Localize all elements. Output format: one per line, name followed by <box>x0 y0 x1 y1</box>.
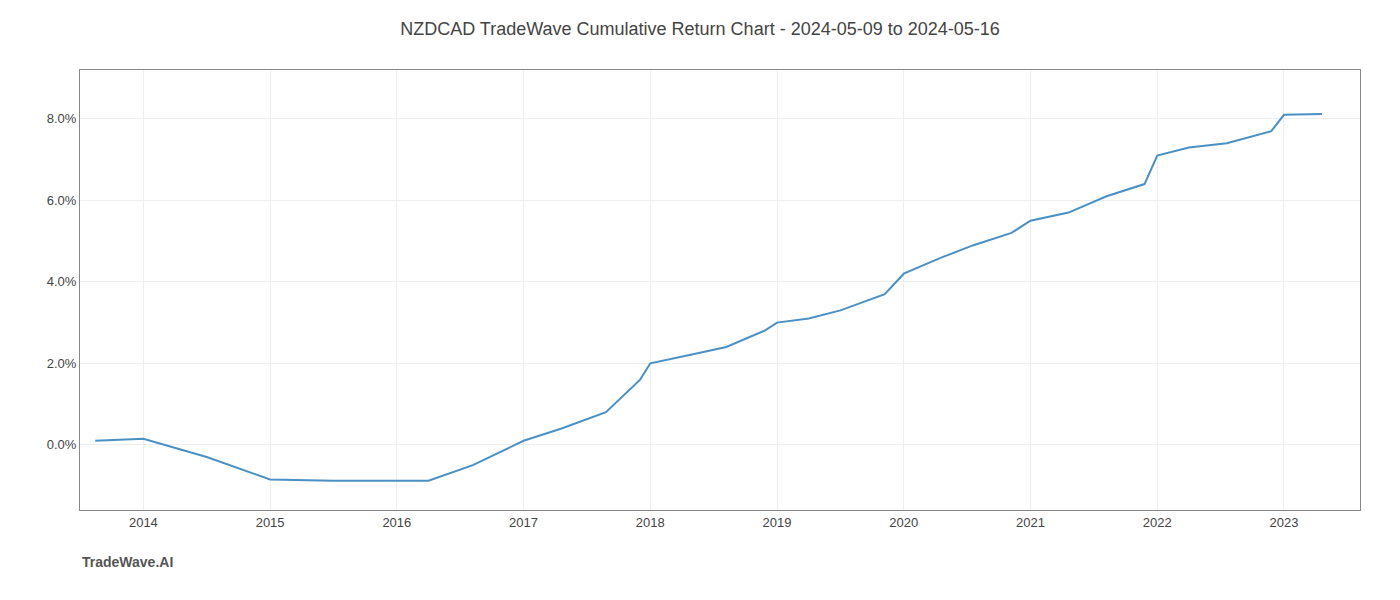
svg-text:6.0%: 6.0% <box>47 193 77 208</box>
svg-text:8.0%: 8.0% <box>47 111 77 126</box>
svg-text:2022: 2022 <box>1143 515 1172 530</box>
svg-text:2021: 2021 <box>1016 515 1045 530</box>
svg-text:4.0%: 4.0% <box>47 274 77 289</box>
svg-text:2020: 2020 <box>889 515 918 530</box>
svg-text:2018: 2018 <box>636 515 665 530</box>
svg-text:2017: 2017 <box>509 515 538 530</box>
svg-text:2014: 2014 <box>129 515 158 530</box>
svg-text:NZDCAD TradeWave Cumulative Re: NZDCAD TradeWave Cumulative Return Chart… <box>400 19 1000 39</box>
svg-text:2016: 2016 <box>382 515 411 530</box>
svg-text:TradeWave.AI: TradeWave.AI <box>82 554 173 570</box>
svg-text:2.0%: 2.0% <box>47 356 77 371</box>
svg-text:2023: 2023 <box>1269 515 1298 530</box>
svg-text:0.0%: 0.0% <box>47 437 77 452</box>
svg-text:2019: 2019 <box>763 515 792 530</box>
svg-text:2015: 2015 <box>256 515 285 530</box>
